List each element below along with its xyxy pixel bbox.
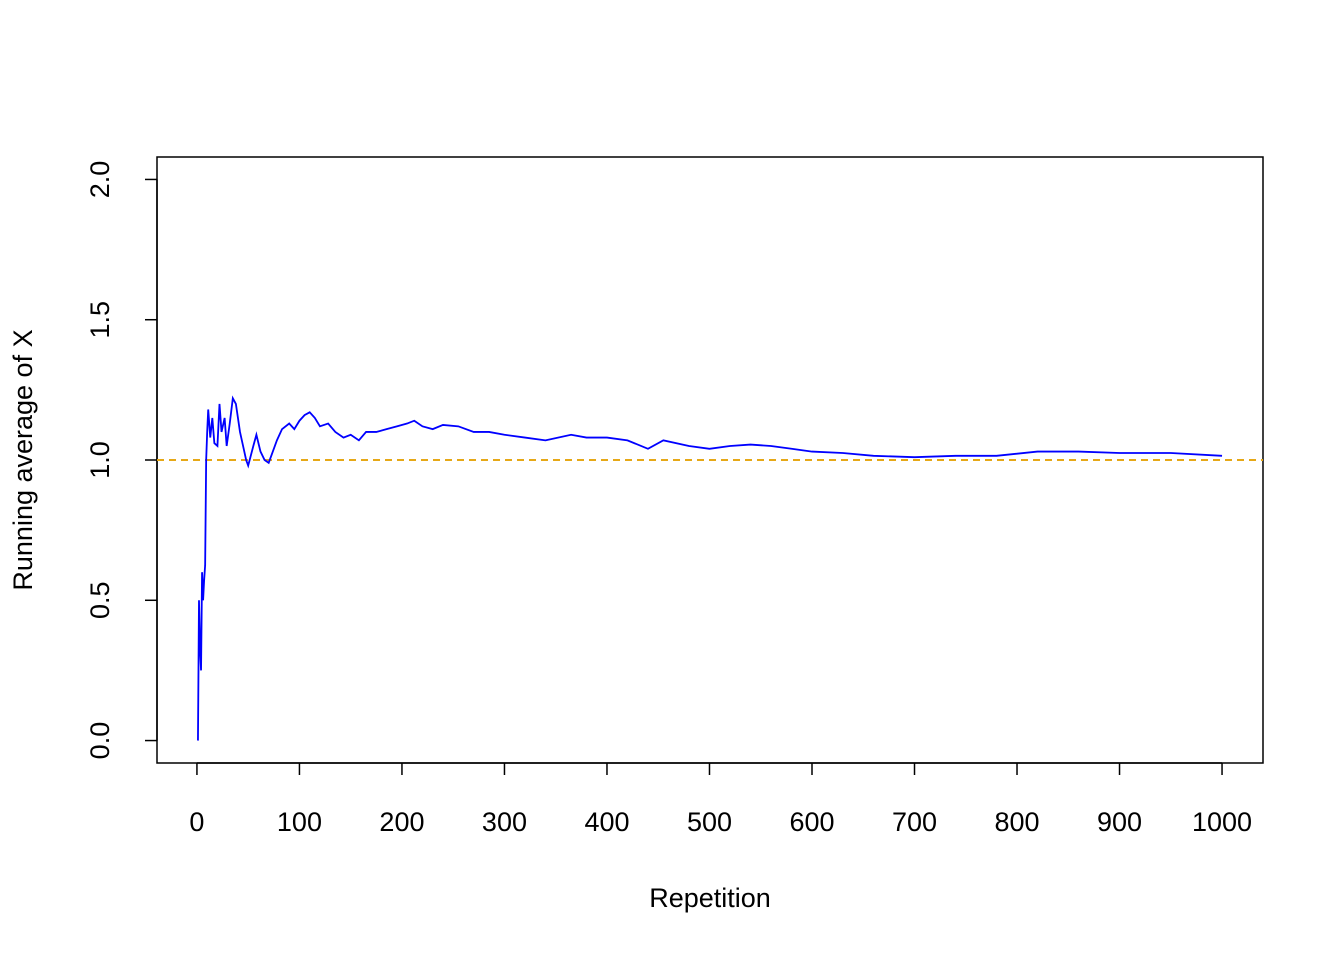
- x-tick-label: 900: [1097, 807, 1142, 837]
- x-tick-label: 800: [994, 807, 1039, 837]
- x-axis-title: Repetition: [649, 883, 771, 913]
- data-line: [197, 395, 1223, 741]
- y-tick-label: 2.0: [85, 161, 115, 199]
- x-tick-label: 300: [482, 807, 527, 837]
- x-tick-label: 600: [789, 807, 834, 837]
- x-tick-label: 1000: [1192, 807, 1252, 837]
- y-tick-label: 0.5: [85, 582, 115, 620]
- y-axis-title: Running average of X: [8, 329, 38, 590]
- y-tick-label: 1.0: [85, 441, 115, 479]
- x-tick-label: 400: [584, 807, 629, 837]
- x-tick-label: 700: [892, 807, 937, 837]
- y-tick-label: 0.0: [85, 722, 115, 760]
- x-tick-label: 500: [687, 807, 732, 837]
- y-tick-label: 1.5: [85, 301, 115, 339]
- x-tick-label: 200: [379, 807, 424, 837]
- x-tick-label: 0: [189, 807, 204, 837]
- x-tick-label: 100: [277, 807, 322, 837]
